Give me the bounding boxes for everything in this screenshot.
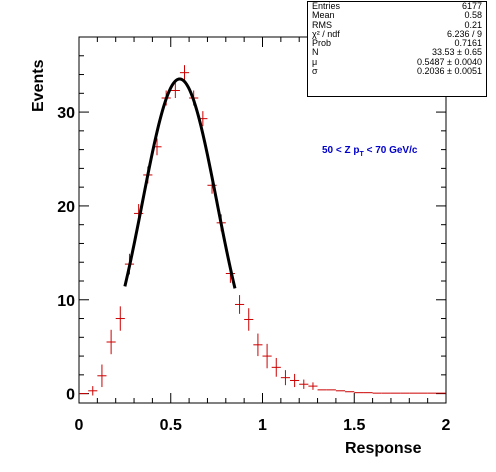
stats-row-n: N 33.53 ± 0.65 [312, 47, 482, 58]
y-axis-title: Events [30, 59, 47, 112]
stats-value: 0.7161 [454, 38, 482, 49]
annotation-post: < 70 GeV/c [363, 145, 418, 156]
stats-value: 6177 [461, 1, 482, 11]
stats-value: 0.5487 ± 0.0040 [417, 56, 482, 67]
stats-label: Prob [312, 38, 332, 49]
stats-label: μ [312, 56, 318, 67]
stats-row-rms: RMS 0.21 [312, 19, 482, 30]
kinematic-range-annotation: 50 < Z pT < 70 GeV/c [322, 145, 417, 158]
y-tick-label: 0 [66, 387, 75, 404]
stats-row-sigma: σ 0.2036 ± 0.0051 [312, 66, 482, 77]
y-tick-label: 30 [57, 105, 75, 122]
stats-value: 33.53 ± 0.65 [432, 47, 482, 58]
stats-row-mu: μ 0.5487 ± 0.0040 [312, 56, 482, 67]
stats-label: RMS [312, 19, 332, 30]
x-tick-label: 0.5 [160, 417, 182, 434]
x-tick-label: 1 [258, 417, 267, 434]
stats-label: N [312, 47, 319, 58]
stats-row-mean: Mean 0.58 [312, 10, 482, 21]
stats-label: χ² / ndf [312, 28, 340, 39]
gaussian-fit-curve [123, 77, 237, 289]
stats-value: 0.21 [464, 19, 482, 30]
stats-box: Entries 6177 Mean 0.58 RMS 0.21 χ² / ndf… [307, 1, 487, 97]
stats-row-prob: Prob 0.7161 [312, 38, 482, 49]
stats-value: 6.236 / 9 [446, 28, 482, 39]
stats-row-entries: Entries 6177 [312, 1, 482, 11]
annotation-subscript: T [359, 151, 364, 158]
stats-label: σ [312, 66, 318, 77]
annotation-pre: 50 < Z p [322, 145, 360, 156]
y-tick-label: 20 [57, 199, 75, 216]
x-axis-title: Response [345, 440, 422, 457]
stats-label: Entries [312, 1, 341, 11]
stats-value: 0.2036 ± 0.0051 [417, 66, 482, 77]
x-tick-label: 1.5 [343, 417, 365, 434]
stats-value: 0.58 [464, 10, 482, 21]
y-tick-label: 10 [57, 293, 75, 310]
stats-label: Mean [312, 10, 335, 21]
x-tick-label: 0 [75, 417, 84, 434]
x-tick-label: 2 [442, 417, 451, 434]
stats-row-chi2: χ² / ndf 6.236 / 9 [312, 28, 482, 39]
